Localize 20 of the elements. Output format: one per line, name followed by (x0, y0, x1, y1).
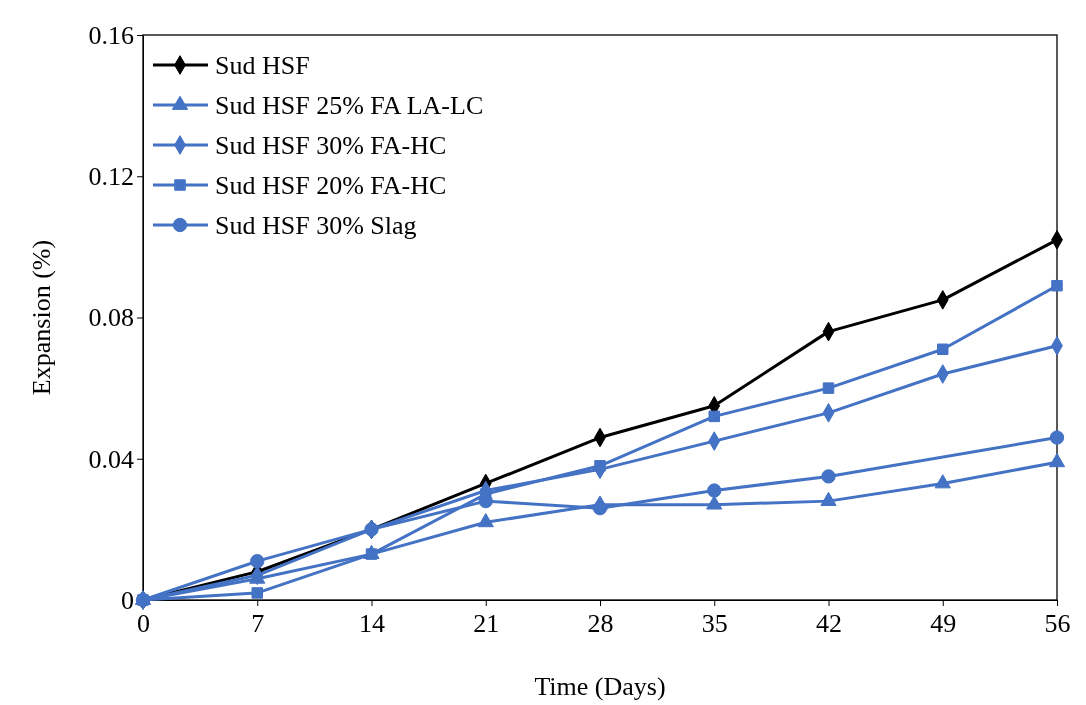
y-axis-title: Expansion (%) (27, 239, 56, 396)
legend-label: Sud HSF (215, 51, 310, 81)
y-tick-label: 0 (121, 585, 134, 615)
y-tick-label: 0.04 (88, 444, 134, 474)
legend-label: Sud HSF 25% FA LA-LC (215, 91, 484, 121)
x-tick-label: 21 (473, 609, 500, 639)
legend-label: Sud HSF 20% FA-HC (215, 171, 447, 201)
x-tick-label: 14 (359, 609, 385, 639)
x-tick-label: 49 (930, 609, 957, 639)
x-tick-label: 56 (1044, 609, 1071, 639)
legend-label: Sud HSF 30% FA-HC (215, 131, 447, 161)
x-tick-label: 7 (251, 609, 265, 639)
y-tick-label: 0.16 (88, 20, 134, 50)
x-tick-label: 35 (701, 609, 728, 639)
y-tick-label: 0.12 (88, 162, 134, 192)
y-tick-label: 0.08 (88, 303, 134, 333)
x-tick-label: 28 (587, 609, 614, 639)
x-axis-title: Time (Days) (534, 672, 666, 701)
legend-label: Sud HSF 30% Slag (215, 211, 417, 241)
x-tick-label: 42 (816, 609, 842, 639)
